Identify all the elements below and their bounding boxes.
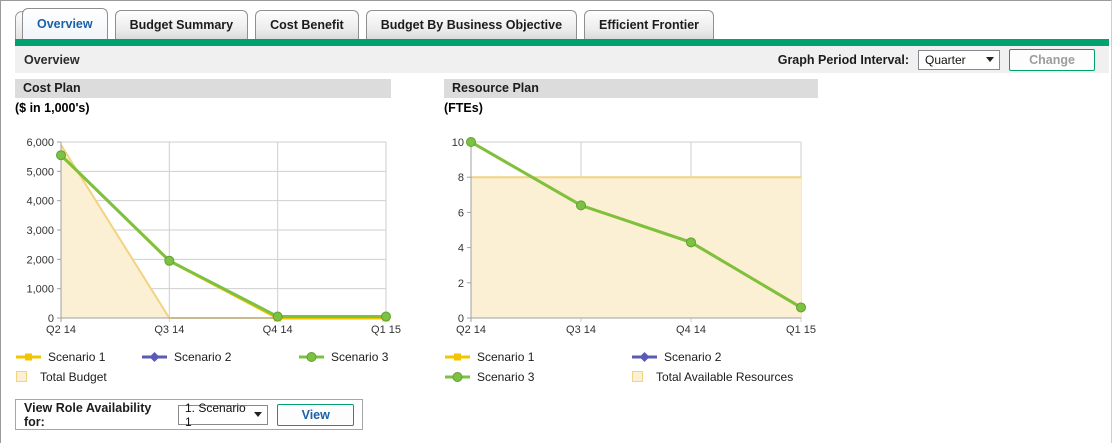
series-scenario-3: [466, 137, 806, 313]
legend-item-scenario-3: Scenario 3: [444, 369, 631, 384]
tab-efficient-frontier[interactable]: Efficient Frontier: [584, 10, 715, 39]
total-available-resources-swatch-icon: [632, 371, 643, 382]
svg-text:3,000: 3,000: [26, 225, 54, 237]
view-role-label: View Role Availability for:: [24, 400, 152, 429]
svg-text:4,000: 4,000: [26, 196, 54, 208]
scenario-2-marker-icon: [142, 351, 167, 362]
x-axis-labels: Q2 14 Q3 14 Q4 14 Q1 15: [46, 324, 401, 336]
svg-text:0: 0: [458, 313, 464, 325]
accent-bar: [15, 39, 1109, 46]
svg-text:8: 8: [458, 172, 464, 184]
scenario-select[interactable]: 1. Scenario 1: [178, 401, 269, 429]
tab-bar: Overview Budget Summary Cost Benefit Budget…: [22, 8, 715, 39]
tab-budget-summary[interactable]: Budget Summary: [114, 10, 249, 39]
tab-budget-by-business-objective[interactable]: Budget By Business Objective: [365, 10, 578, 39]
cost-plan-legend: Scenario 1 Scenario 2 Scenario 3 Total Budg…: [15, 349, 415, 384]
svg-text:4: 4: [458, 243, 464, 255]
svg-text:1,000: 1,000: [26, 284, 54, 296]
graph-period-label: Graph Period Interval:: [777, 52, 909, 67]
change-button[interactable]: Change: [1009, 48, 1095, 71]
svg-text:Q1 15: Q1 15: [371, 324, 401, 336]
legend-label: Total Budget: [40, 369, 107, 384]
legend-label: Scenario 3: [331, 349, 389, 364]
svg-text:10: 10: [452, 137, 464, 149]
cost-plan-chart: 0 1,000 2,000 3,000 4,000 5,000 6,000 Q2 14 Q3 1…: [26, 137, 401, 336]
graph-period-select[interactable]: Quarter: [918, 49, 1000, 70]
cost-plan-section-title: Cost Plan: [15, 79, 391, 98]
svg-text:Q2 14: Q2 14: [46, 324, 76, 336]
legend-label: Scenario 1: [48, 349, 106, 364]
svg-text:6,000: 6,000: [26, 137, 54, 149]
scenario-2-marker-icon: [632, 351, 657, 362]
legend-item-scenario-2: Scenario 2: [141, 349, 298, 364]
scenario-3-marker-icon: [445, 371, 470, 382]
tab-cost-benefit[interactable]: Cost Benefit: [255, 10, 359, 39]
chevron-down-icon: [254, 412, 263, 417]
legend-item-total-budget: Total Budget: [15, 369, 141, 384]
svg-text:Q3 14: Q3 14: [154, 324, 184, 336]
svg-text:0: 0: [48, 313, 54, 325]
svg-text:Q4 14: Q4 14: [676, 324, 706, 336]
graph-period-value: Quarter: [925, 52, 966, 67]
svg-text:Q2 14: Q2 14: [456, 324, 486, 336]
legend-item-total-available-resources: Total Available Resources: [631, 369, 894, 384]
resource-plan-section-title: Resource Plan: [444, 79, 818, 98]
scenario-3-marker-icon: [299, 351, 324, 362]
series-scenario-3: [56, 150, 391, 322]
view-button[interactable]: View: [277, 403, 354, 426]
page-title: Overview: [24, 52, 80, 67]
svg-text:2,000: 2,000: [26, 254, 54, 266]
legend-label: Scenario 3: [477, 369, 535, 384]
resource-plan-chart: 0 2 4 6 8 10 Q2 14 Q3 14 Q4 14 Q1 15: [452, 137, 816, 336]
chevron-down-icon: [986, 57, 994, 62]
legend-item-scenario-1: Scenario 1: [444, 349, 631, 364]
svg-text:6: 6: [458, 207, 464, 219]
legend-label: Scenario 2: [664, 349, 722, 364]
resource-plan-unit-label: (FTEs): [444, 101, 483, 115]
view-role-availability-bar: View Role Availability for: 1. Scenario …: [15, 399, 363, 430]
scenario-1-marker-icon: [16, 353, 41, 360]
cost-plan-unit-label: ($ in 1,000's): [15, 101, 90, 115]
resource-plan-legend: Scenario 1 Scenario 2 Scenario 3 Total Avai…: [444, 349, 894, 384]
svg-text:2: 2: [458, 278, 464, 290]
legend-label: Total Available Resources: [656, 369, 794, 384]
scenario-1-marker-icon: [445, 353, 470, 360]
x-axis-labels: Q2 14 Q3 14 Q4 14 Q1 15: [456, 324, 816, 336]
axes: [470, 142, 801, 322]
total-budget-swatch-icon: [16, 371, 27, 382]
svg-text:Q4 14: Q4 14: [263, 324, 293, 336]
legend-item-scenario-2: Scenario 2: [631, 349, 894, 364]
legend-label: Scenario 2: [174, 349, 232, 364]
legend-item-scenario-1: Scenario 1: [15, 349, 141, 364]
tab-overview[interactable]: Overview: [22, 8, 108, 39]
page-header: Overview Graph Period Interval: Quarter …: [15, 46, 1109, 73]
legend-label: Scenario 1: [477, 349, 535, 364]
series-total-available-resources: [471, 176, 801, 318]
svg-text:Q3 14: Q3 14: [566, 324, 596, 336]
scenario-select-value: 1. Scenario 1: [185, 400, 246, 429]
svg-text:Q1 15: Q1 15: [786, 324, 816, 336]
svg-text:5,000: 5,000: [26, 166, 54, 178]
legend-item-scenario-3: Scenario 3: [298, 349, 415, 364]
graph-period-controls: Graph Period Interval: Quarter Change: [777, 48, 1095, 71]
